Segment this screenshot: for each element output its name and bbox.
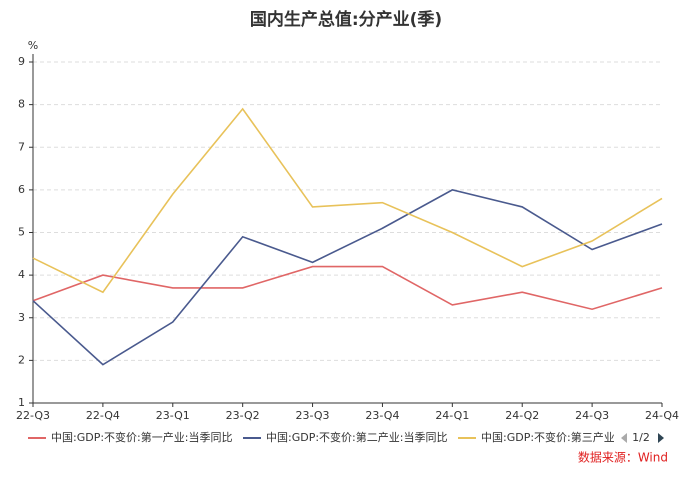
legend-next[interactable] (658, 433, 664, 443)
source: 数据来源：Wind (578, 450, 668, 465)
legend-page: 1/2 (632, 431, 650, 444)
x-tick-label: 24-Q2 (505, 409, 539, 422)
legend-label: 中国:GDP:不变价:第二产业:当季同比 (266, 430, 447, 444)
y-tick-label: 9 (18, 55, 25, 68)
legend-label: 中国:GDP:不变价:第一产业:当季同比 (51, 430, 232, 444)
x-tick-label: 24-Q4 (645, 409, 679, 422)
y-tick-label: 1 (18, 396, 25, 409)
legend-label: 中国:GDP:不变价:第三产业:当季同比 (481, 430, 662, 444)
y-tick-label: 4 (18, 268, 25, 281)
x-tick-label: 24-Q3 (575, 409, 609, 422)
series-line (32, 189, 663, 366)
y-unit: % (28, 39, 38, 52)
y-tick-label: 2 (18, 353, 25, 366)
x-tick-label: 22-Q4 (86, 409, 120, 422)
y-tick-label: 5 (18, 226, 25, 239)
chart-title: 国内生产总值:分产业(季) (250, 9, 442, 30)
x-tick-label: 23-Q1 (156, 409, 190, 422)
x-tick-label: 22-Q3 (16, 409, 50, 422)
legend-prev[interactable] (621, 433, 627, 443)
x-tick-label: 23-Q4 (365, 409, 399, 422)
legend: 中国:GDP:不变价:第一产业:当季同比 中国:GDP:不变价:第二产业:当季同比… (28, 430, 662, 444)
y-tick-label: 7 (18, 140, 25, 153)
x-tick-label: 23-Q2 (226, 409, 260, 422)
y-tick-label: 6 (18, 183, 25, 196)
x-tick-label: 24-Q1 (435, 409, 469, 422)
y-tick-label: 3 (18, 311, 25, 324)
series-line (32, 265, 663, 311)
series-line (32, 107, 663, 294)
y-tick-label: 8 (18, 98, 25, 111)
x-tick-label: 23-Q3 (296, 409, 330, 422)
